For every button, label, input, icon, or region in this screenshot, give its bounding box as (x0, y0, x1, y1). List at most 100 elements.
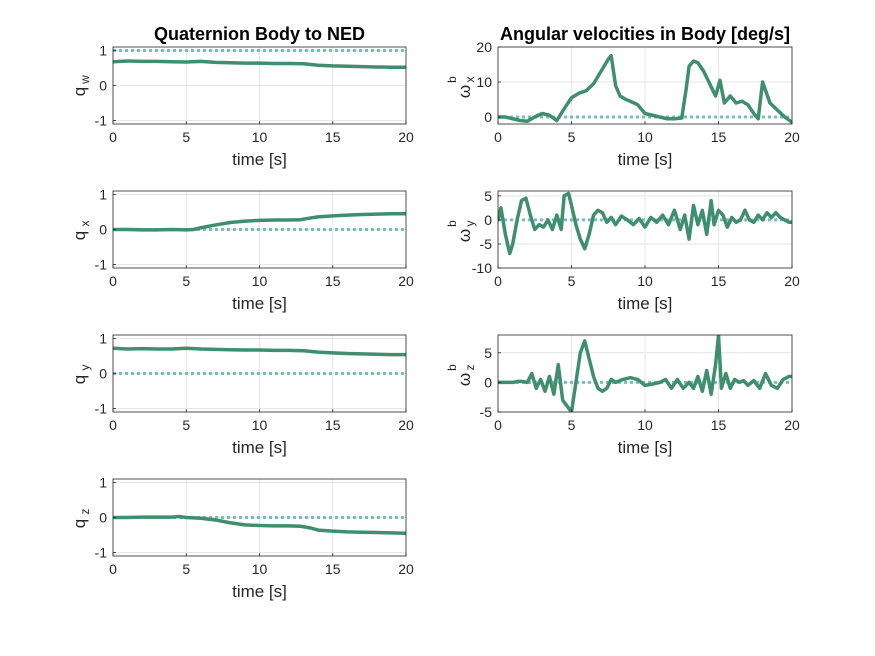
y-axis-label-subscript: y (78, 365, 92, 371)
x-tick-label: 10 (637, 129, 653, 145)
y-tick-label: 5 (484, 188, 492, 204)
x-tick-label: 20 (398, 561, 414, 577)
x-tick-label: 10 (252, 417, 268, 433)
subplot-4: 0 5 10 15 20 -10 -5 0 5 time [s] ωyb (445, 188, 800, 313)
y-axis-label-subscript: z (463, 365, 477, 371)
estimate-series-line (498, 335, 792, 412)
x-tick-label: 0 (494, 273, 502, 289)
subplot-title: Angular velocities in Body [deg/s] (500, 24, 790, 44)
x-tick-label: 15 (325, 417, 341, 433)
y-axis-label-symbol: q (70, 519, 89, 528)
x-tick-label: 5 (568, 273, 576, 289)
x-axis-label: time [s] (232, 582, 287, 601)
y-tick-label: 0 (99, 366, 107, 382)
y-tick-label: 5 (484, 345, 492, 361)
x-tick-label: 20 (784, 273, 800, 289)
x-tick-label: 5 (568, 417, 576, 433)
subplot-2: 0 5 10 15 20 0 10 20 time [s] Angular velocities … (445, 24, 800, 169)
y-axis-label-subscript: x (78, 221, 92, 227)
y-axis-label-symbol: ω (455, 373, 474, 386)
x-tick-label: 15 (711, 417, 727, 433)
x-tick-label: 15 (325, 129, 341, 145)
y-tick-label: 0 (484, 212, 492, 228)
x-tick-label: 10 (252, 561, 268, 577)
x-tick-label: 0 (109, 273, 117, 289)
y-tick-label: 1 (99, 43, 107, 59)
y-axis-label-symbol: q (70, 87, 89, 96)
y-tick-label: -1 (95, 545, 108, 561)
x-tick-label: 5 (182, 417, 190, 433)
y-axis-label-subscript: x (463, 77, 477, 83)
y-tick-label: 0 (484, 109, 492, 125)
x-tick-label: 5 (182, 561, 190, 577)
x-tick-label: 15 (711, 273, 727, 289)
y-tick-label: 1 (99, 187, 107, 203)
subplot-title: Quaternion Body to NED (154, 24, 365, 44)
estimate-series-line (498, 54, 792, 124)
x-tick-label: 10 (637, 273, 653, 289)
y-tick-label: 1 (99, 331, 107, 347)
x-tick-label: 10 (252, 273, 268, 289)
y-tick-label: 10 (476, 74, 492, 90)
x-axis-label: time [s] (618, 150, 673, 169)
x-tick-label: 20 (398, 129, 414, 145)
x-tick-label: 10 (252, 129, 268, 145)
x-tick-label: 20 (398, 417, 414, 433)
y-tick-label: 0 (99, 78, 107, 94)
x-tick-label: 5 (182, 273, 190, 289)
y-axis-label: qx (70, 221, 92, 241)
y-axis-label: ωxb (445, 76, 477, 98)
x-axis-label: time [s] (618, 438, 673, 457)
y-tick-label: 1 (99, 475, 107, 491)
estimate-series-line (498, 191, 792, 256)
x-tick-label: 20 (784, 417, 800, 433)
y-axis-label-symbol: ω (455, 229, 474, 242)
y-axis-label-superscript: b (445, 220, 459, 227)
y-tick-label: -1 (95, 401, 108, 417)
estimate-series-line (113, 212, 406, 232)
x-tick-label: 20 (784, 129, 800, 145)
x-axis-label: time [s] (232, 438, 287, 457)
x-axis-label: time [s] (232, 294, 287, 313)
y-axis-label: qw (70, 75, 92, 96)
x-tick-label: 20 (398, 273, 414, 289)
y-tick-label: -1 (95, 257, 108, 273)
x-axis-label: time [s] (618, 294, 673, 313)
y-tick-label: 0 (99, 510, 107, 526)
y-axis-label-subscript: w (78, 75, 92, 85)
y-tick-label: 0 (99, 222, 107, 238)
y-axis-label-symbol: q (70, 231, 89, 240)
y-axis-label: qz (70, 509, 92, 529)
estimate-series-line (113, 514, 406, 535)
x-tick-label: 15 (325, 273, 341, 289)
y-tick-label: 20 (476, 39, 492, 55)
x-tick-label: 0 (109, 417, 117, 433)
x-tick-label: 0 (109, 561, 117, 577)
x-tick-label: 5 (568, 129, 576, 145)
y-axis-label: qy (70, 365, 92, 385)
y-tick-label: -5 (480, 236, 493, 252)
x-tick-label: 0 (494, 129, 502, 145)
y-axis-label: ωyb (445, 220, 477, 242)
x-tick-label: 0 (109, 129, 117, 145)
y-axis-label-symbol: ω (455, 85, 474, 98)
y-axis-label: ωzb (445, 364, 477, 386)
x-axis-label: time [s] (232, 150, 287, 169)
y-axis-label-symbol: q (70, 375, 89, 384)
y-axis-label-subscript: y (463, 221, 477, 227)
x-tick-label: 5 (182, 129, 190, 145)
y-tick-label: -5 (480, 404, 493, 420)
estimate-series-line (113, 59, 406, 70)
y-tick-label: -10 (472, 260, 492, 276)
y-axis-label-superscript: b (445, 76, 459, 83)
y-axis-label-subscript: z (78, 509, 92, 515)
x-tick-label: 15 (325, 561, 341, 577)
estimate-series-line (113, 346, 406, 357)
y-tick-label: -1 (95, 113, 108, 129)
